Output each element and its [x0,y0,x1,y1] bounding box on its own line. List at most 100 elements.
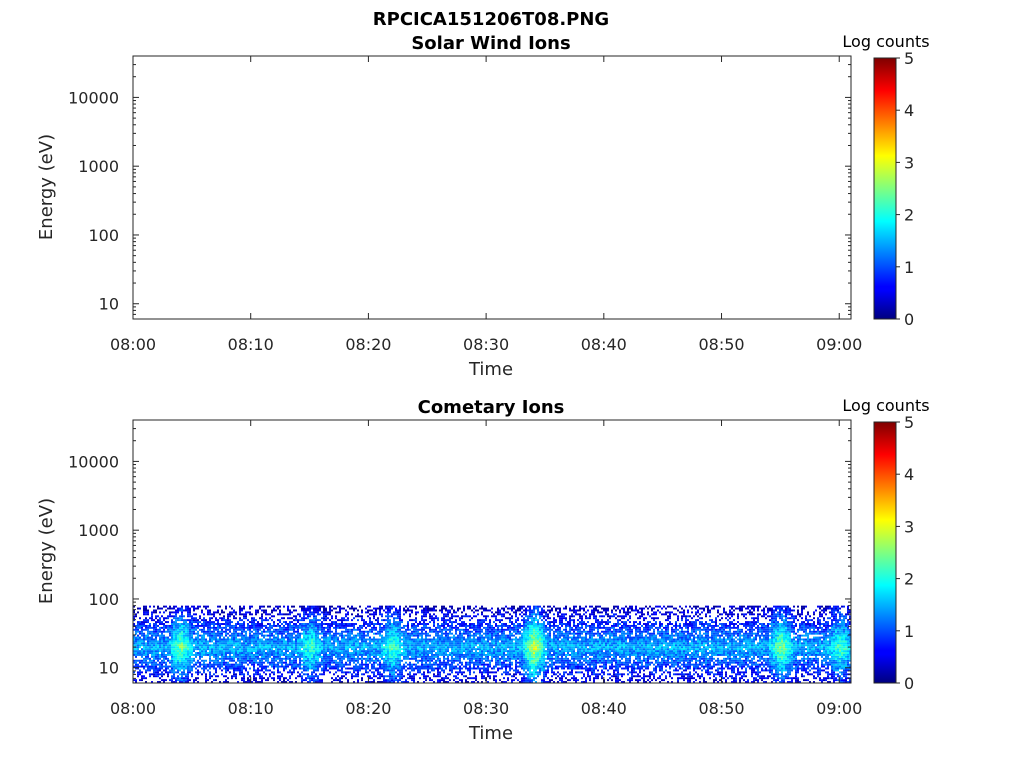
spectrogram-cell [203,652,205,654]
spectrogram-cell [405,611,407,614]
spectrogram-cell [195,679,197,682]
spectrogram-cell [271,663,273,666]
spectrogram-cell [391,659,393,662]
spectrogram-cell [165,636,167,639]
spectrogram-cell [185,679,187,682]
spectrogram-cell [445,609,447,612]
spectrogram-cell [353,642,355,645]
spectrogram-cell [347,679,349,682]
spectrogram-cell [435,646,437,649]
spectrogram-cell [261,669,263,672]
spectrogram-cell [169,652,171,654]
spectrogram-cell [413,605,415,608]
spectrogram-cell [325,623,327,625]
spectrogram-cell [387,644,389,647]
spectrogram-cell [183,669,185,672]
spectrogram-cell [415,626,417,629]
spectrogram-cell [321,644,323,647]
spectrogram-cell [163,644,165,647]
spectrogram-cell [319,624,321,627]
spectrogram-cell [413,673,415,676]
spectrogram-cell [275,640,277,643]
spectrogram-cell [401,671,403,674]
spectrogram-cell [263,619,265,622]
spectrogram-cell [387,646,389,649]
spectrogram-cell [179,628,181,631]
spectrogram-cell [195,621,197,624]
spectrogram-cell [261,634,263,637]
spectrogram-cell [469,624,471,627]
spectrogram-cell [185,665,187,668]
spectrogram-cell [363,650,365,653]
spectrogram-cell [265,659,267,662]
spectrogram-cell [305,617,307,620]
spectrogram-cell [163,665,165,668]
spectrogram-cell [403,665,405,668]
spectrogram-cell [221,650,223,653]
spectrogram-cell [399,650,401,653]
spectrogram-cell [153,624,155,627]
spectrogram-cell [241,619,243,622]
spectrogram-cell [217,632,219,635]
spectrogram-cell [243,634,245,637]
spectrogram-cell [389,659,391,662]
spectrogram-cell [417,632,419,635]
spectrogram-cell [283,661,285,664]
spectrogram-cell [247,650,249,653]
spectrogram-cell [253,657,255,660]
spectrogram-cell [239,663,241,666]
spectrogram-cell [161,650,163,653]
spectrogram-cell [237,681,239,683]
spectrogram-cell [249,628,251,631]
spectrogram-cell [159,650,161,653]
spectrogram-cell [407,640,409,643]
spectrogram-cell [425,652,427,654]
spectrogram-cell [395,665,397,668]
spectrogram-cell [351,640,353,643]
spectrogram-cell [407,626,409,629]
spectrogram-cell [157,657,159,660]
spectrogram-cell [267,653,269,656]
spectrogram-cell [185,634,187,637]
spectrogram-cell [293,609,295,612]
x-tick-label: 08:20 [345,335,391,354]
spectrogram-cell [195,655,197,658]
spectrogram-cell [233,624,235,627]
spectrogram-cell [395,671,397,674]
spectrogram-cell [377,648,379,651]
spectrogram-cell [331,644,333,647]
spectrogram-cell [333,644,335,647]
spectrogram-cell [269,630,271,633]
spectrogram-cell [263,636,265,639]
spectrogram-cell [163,679,165,682]
spectrogram-cell [383,667,385,670]
spectrogram-cell [211,630,213,633]
spectrogram-cell [367,644,369,647]
spectrogram-cell [417,611,419,614]
spectrogram-cell [213,661,215,664]
spectrogram-cell [141,661,143,664]
spectrogram-cell [309,624,311,627]
spectrogram-cell [399,642,401,645]
spectrogram-cell [139,650,141,653]
spectrogram-cell [263,665,265,668]
spectrogram-cell [325,632,327,635]
spectrogram-cell [399,655,401,658]
spectrogram-cell [299,650,301,653]
spectrogram-cell [465,653,467,656]
spectrogram-cell [317,632,319,635]
spectrogram-cell [413,634,415,637]
spectrogram-cell [241,609,243,612]
spectrogram-cell [407,653,409,656]
spectrogram-cell [399,630,401,633]
spectrogram-cell [191,619,193,622]
spectrogram-cell [457,663,459,666]
spectrogram-cell [249,605,251,608]
spectrogram-cell [141,624,143,627]
spectrogram-cell [227,663,229,666]
spectrogram-cell [385,636,387,639]
spectrogram-cell [145,628,147,631]
spectrogram-cell [223,615,225,618]
spectrogram-cell [303,657,305,660]
spectrogram-cell [437,659,439,662]
